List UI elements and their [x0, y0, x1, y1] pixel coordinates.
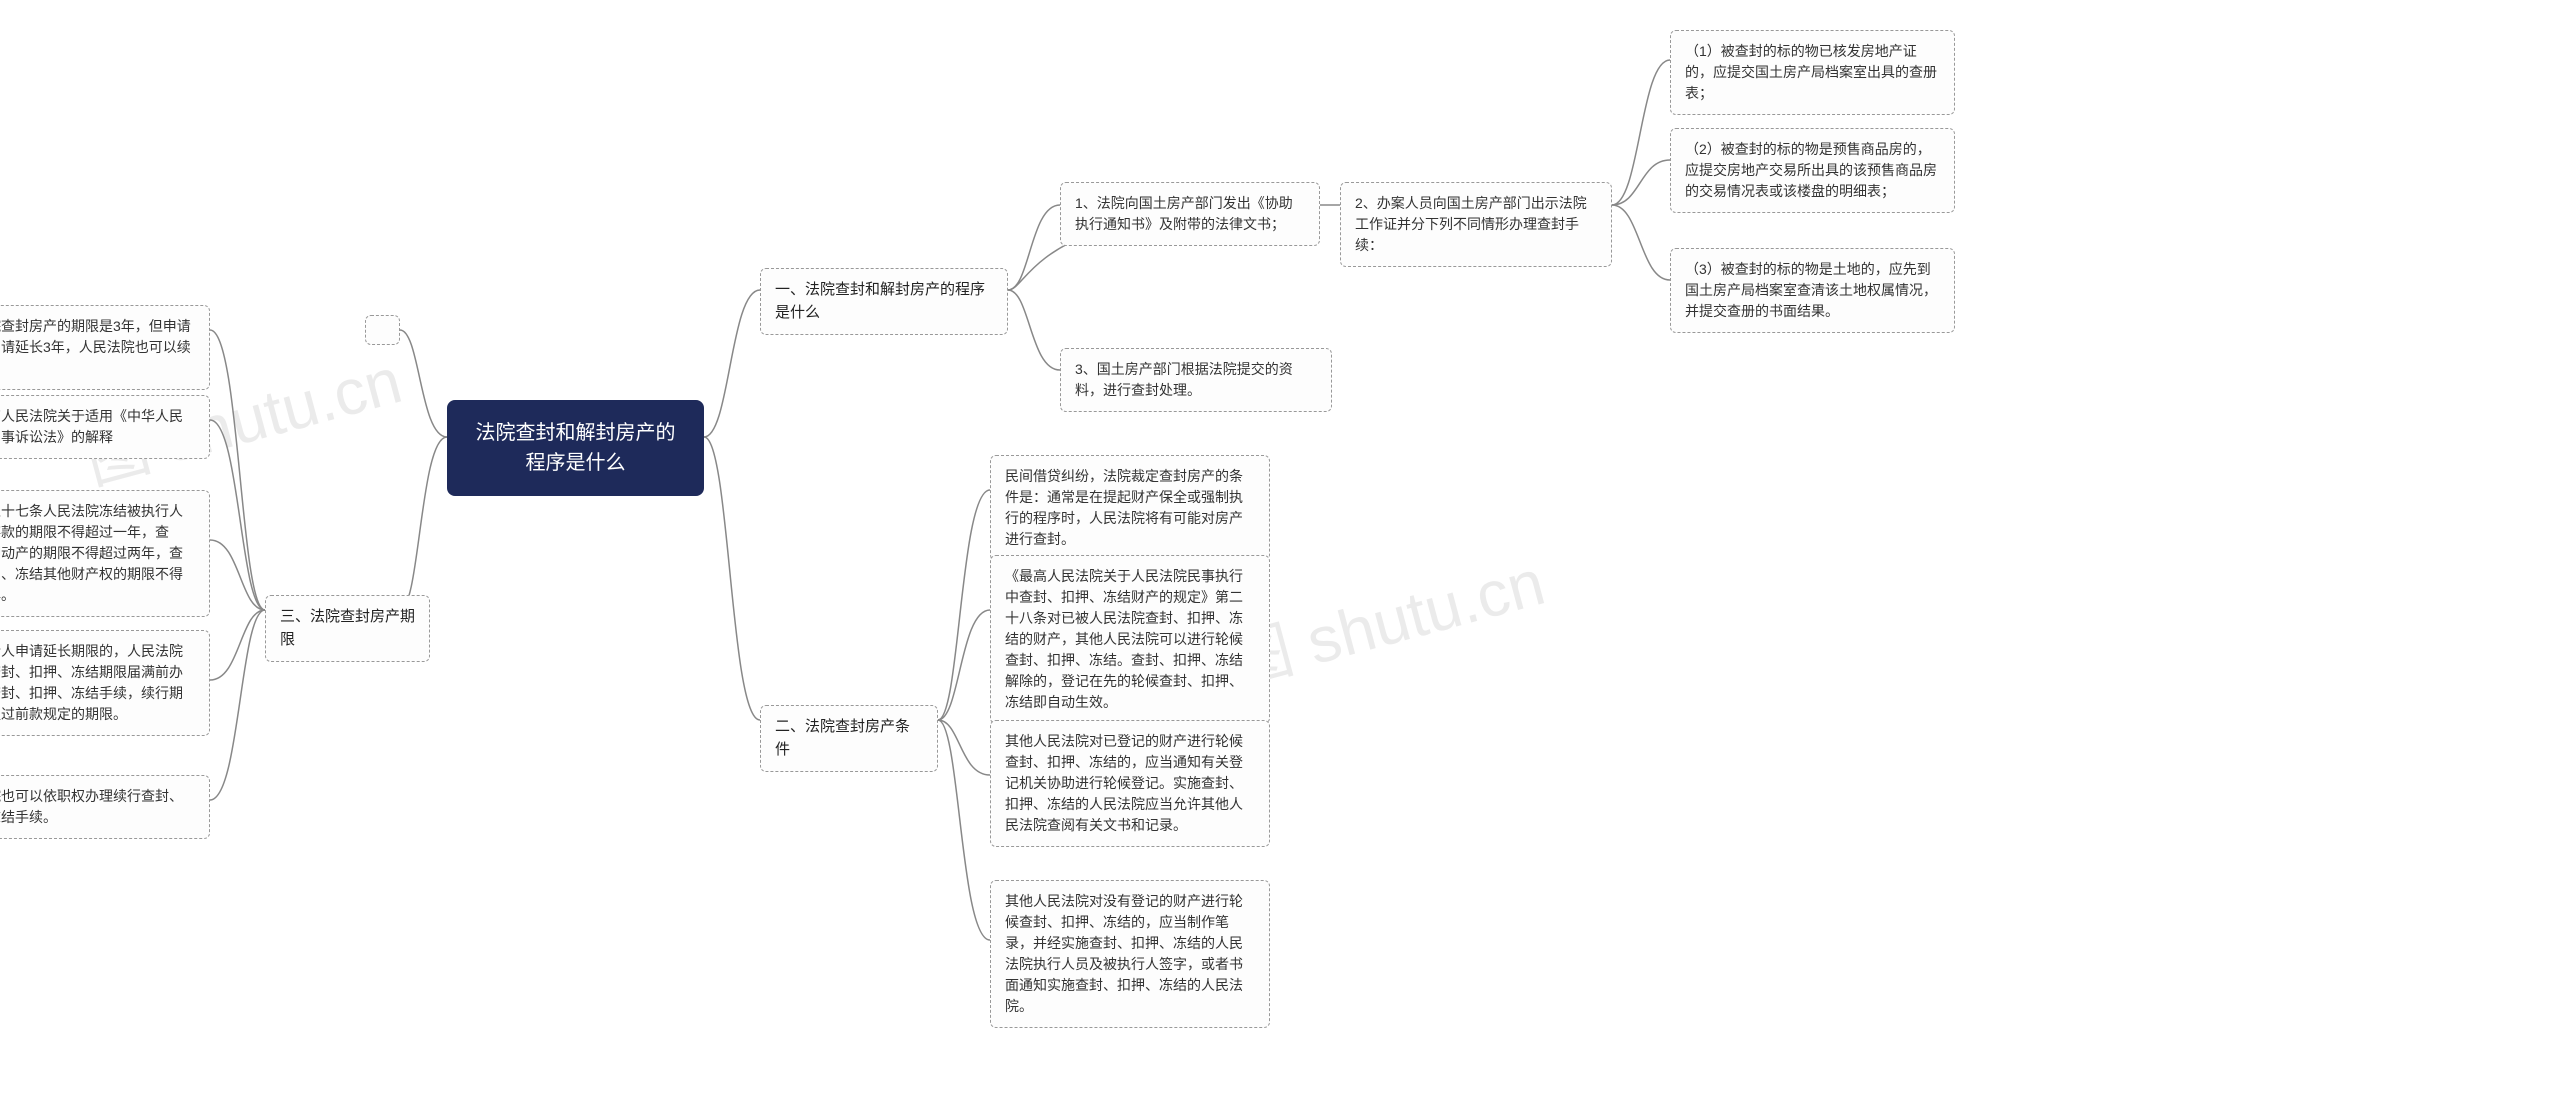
branch-3-item-2-label: 附：最高人民法院关于适用《中华人民共和国民事诉讼法》的解释 [0, 408, 183, 445]
branch-2-item-1-label: 民间借贷纠纷，法院裁定查封房产的条件是：通常是在提起财产保全或强制执行的程序时，… [1005, 468, 1243, 547]
root-label: 法院查封和解封房产的程序是什么 [476, 422, 676, 474]
branch-1-item-3: 3、国土房产部门根据法院提交的资料，进行查封处理。 [1060, 348, 1332, 412]
branch-1-sub2-1-label: （1）被查封的标的物已核发房地产证的，应提交国土房产局档案室出具的查册表； [1685, 43, 1937, 101]
branch-3-item-1-label: 人民法院查封房产的期限是3年，但申请人可以申请延长3年，人民法院也可以续行查封。 [0, 318, 191, 376]
branch-1-sub2-2-label: （2）被查封的标的物是预售商品房的，应提交房地产交易所出具的该预售商品房的交易情… [1685, 141, 1937, 199]
branch-2-item-2-label: 《最高人民法院关于人民法院民事执行中查封、扣押、冻结财产的规定》第二十八条对已被… [1005, 568, 1243, 710]
branch-3-item-3: 第四百八十七条人民法院冻结被执行人的银行存款的期限不得超过一年，查封、扣押动产的… [0, 490, 210, 617]
branch-3-label: 三、法院查封房产期限 [280, 608, 415, 648]
branch-1-item-3-label: 3、国土房产部门根据法院提交的资料，进行查封处理。 [1075, 361, 1293, 398]
branch-2-item-3: 其他人民法院对已登记的财产进行轮候查封、扣押、冻结的，应当通知有关登记机关协助进… [990, 720, 1270, 847]
branch-2: 二、法院查封房产条件 [760, 705, 938, 772]
empty-node [365, 315, 400, 345]
branch-1-sub2-1: （1）被查封的标的物已核发房地产证的，应提交国土房产局档案室出具的查册表； [1670, 30, 1955, 115]
branch-3-item-1: 人民法院查封房产的期限是3年，但申请人可以申请延长3年，人民法院也可以续行查封。 [0, 305, 210, 390]
branch-3-item-4-label: 申请执行人申请延长期限的，人民法院应当在查封、扣押、冻结期限届满前办理续行查封、… [0, 643, 183, 722]
branch-2-item-4-label: 其他人民法院对没有登记的财产进行轮候查封、扣押、冻结的，应当制作笔录，并经实施查… [1005, 893, 1243, 1014]
branch-3-item-5: 人民法院也可以依职权办理续行查封、扣押、冻结手续。 [0, 775, 210, 839]
branch-3-item-4: 申请执行人申请延长期限的，人民法院应当在查封、扣押、冻结期限届满前办理续行查封、… [0, 630, 210, 736]
branch-3-item-5-label: 人民法院也可以依职权办理续行查封、扣押、冻结手续。 [0, 788, 183, 825]
branch-1-item-1: 1、法院向国土房产部门发出《协助执行通知书》及附带的法律文书； [1060, 182, 1320, 246]
branch-2-item-1: 民间借贷纠纷，法院裁定查封房产的条件是：通常是在提起财产保全或强制执行的程序时，… [990, 455, 1270, 561]
branch-2-item-3-label: 其他人民法院对已登记的财产进行轮候查封、扣押、冻结的，应当通知有关登记机关协助进… [1005, 733, 1243, 833]
connectors [0, 0, 2560, 1096]
branch-2-item-4: 其他人民法院对没有登记的财产进行轮候查封、扣押、冻结的，应当制作笔录，并经实施查… [990, 880, 1270, 1028]
branch-1: 一、法院查封和解封房产的程序是什么 [760, 268, 1008, 335]
branch-3-item-3-label: 第四百八十七条人民法院冻结被执行人的银行存款的期限不得超过一年，查封、扣押动产的… [0, 503, 183, 603]
branch-1-label: 一、法院查封和解封房产的程序是什么 [775, 281, 985, 321]
root-node: 法院查封和解封房产的程序是什么 [447, 400, 704, 496]
branch-3-item-2: 附：最高人民法院关于适用《中华人民共和国民事诉讼法》的解释 [0, 395, 210, 459]
branch-2-item-2: 《最高人民法院关于人民法院民事执行中查封、扣押、冻结财产的规定》第二十八条对已被… [990, 555, 1270, 724]
branch-1-item-2: 2、办案人员向国土房产部门出示法院工作证并分下列不同情形办理查封手续： [1340, 182, 1612, 267]
branch-2-label: 二、法院查封房产条件 [775, 718, 910, 758]
branch-1-item-1-label: 1、法院向国土房产部门发出《协助执行通知书》及附带的法律文书； [1075, 195, 1293, 232]
branch-3: 三、法院查封房产期限 [265, 595, 430, 662]
branch-1-item-2-label: 2、办案人员向国土房产部门出示法院工作证并分下列不同情形办理查封手续： [1355, 195, 1587, 253]
branch-1-sub2-3: （3）被查封的标的物是土地的，应先到国土房产局档案室查清该土地权属情况，并提交查… [1670, 248, 1955, 333]
branch-1-sub2-3-label: （3）被查封的标的物是土地的，应先到国土房产局档案室查清该土地权属情况，并提交查… [1685, 261, 1937, 319]
branch-1-sub2-2: （2）被查封的标的物是预售商品房的，应提交房地产交易所出具的该预售商品房的交易情… [1670, 128, 1955, 213]
